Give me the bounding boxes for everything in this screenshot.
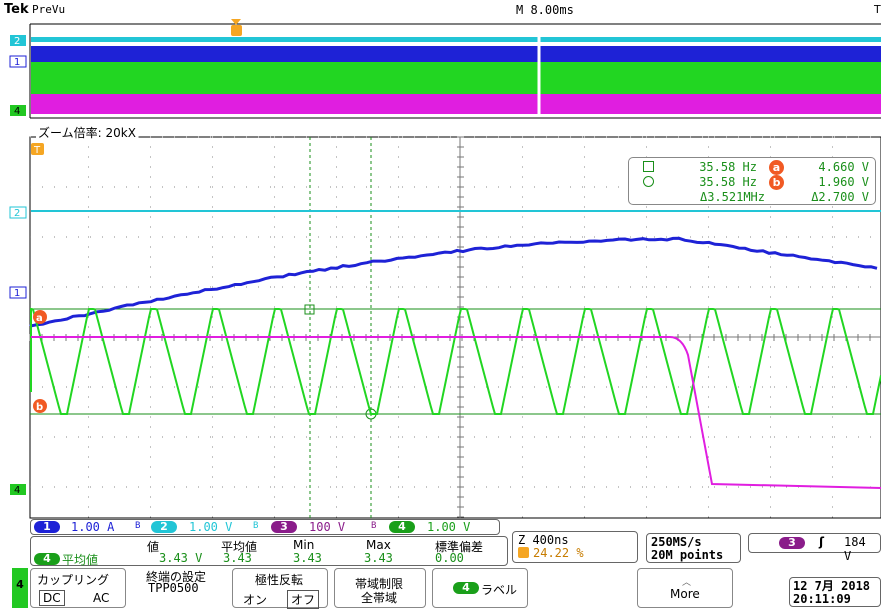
trigger-level: 184 V [844, 535, 880, 563]
cursor-readout: 35.58 Hz a 4.660 V 35.58 Hz b 1.960 V Δ3… [628, 157, 876, 205]
zoom-factor-label: ズーム倍率: 20kX [36, 124, 138, 141]
more-label: More [670, 587, 700, 601]
delta-voltage: Δ2.700 V [779, 190, 869, 204]
svg-text:a: a [36, 313, 43, 324]
ch2-badge[interactable]: 2 [151, 521, 177, 533]
ch3-bw-icon: B [371, 521, 376, 531]
termination-value: TPP0500 [148, 581, 199, 595]
acquisition-mode: PreVu [32, 3, 65, 16]
circle-cursor-icon [643, 176, 654, 187]
time: 20:11:09 [793, 593, 880, 606]
overview-ch3-trace [31, 94, 881, 114]
overview-record [30, 19, 881, 118]
svg-text:b: b [36, 402, 43, 413]
coupling-ac-option[interactable]: AC [93, 591, 109, 605]
ch4-offset-marker: 4 [10, 484, 26, 496]
meas-mean: 3.43 [223, 551, 252, 565]
waveform-display[interactable]: 2 1 4 2 1 4 T a b [0, 16, 881, 532]
invert-button[interactable]: 極性反転 オン オフ [232, 568, 328, 608]
label-button[interactable]: 4 ラベル [432, 568, 528, 608]
ch3-scale: 100 V [309, 520, 345, 534]
ch1-badge[interactable]: 1 [34, 521, 60, 533]
ch3-trace [31, 337, 881, 488]
overview-ch2-trace [31, 37, 881, 42]
svg-text:1: 1 [14, 57, 20, 68]
trigger-slope-icon: ʃ [819, 535, 824, 549]
bandwidth-button[interactable]: 帯域制限 全帯域 [334, 568, 426, 608]
ch3-badge[interactable]: 3 [271, 521, 297, 533]
cursor-readout-row-delta: Δ3.521MHz Δ2.700 V [629, 190, 875, 205]
cursor-b-badge: b [769, 175, 784, 190]
coupling-dc-option[interactable]: DC [39, 590, 65, 606]
trigger-source-badge: 3 [779, 537, 805, 549]
meas-header-max: Max [366, 538, 391, 552]
svg-text:2: 2 [14, 36, 20, 47]
meas-header-value: 値 [147, 538, 159, 555]
label-button-text: ラベル [481, 581, 517, 598]
channel-scale-readout[interactable]: 1 1.00 A B 2 1.00 V B 3 100 V B 4 1.00 V [30, 519, 500, 535]
trigger-position: 24.22 % [533, 546, 584, 560]
bottom-menu: 4 カップリング DC AC 終端の設定 TPP0500 極性反転 オン オフ … [0, 566, 881, 609]
date-time: 12 7月 2018 20:11:09 [789, 577, 881, 607]
invert-on-option[interactable]: オン [243, 591, 267, 608]
trigger-marker: T [31, 143, 44, 156]
ch2-scale: 1.00 V [189, 520, 232, 534]
trigger-readout[interactable]: 3 ʃ 184 V [748, 533, 881, 553]
ch4-offset-marker-overview: 4 [10, 105, 26, 117]
ch2-offset-marker: 2 [10, 207, 26, 219]
cursor-a-badge: a [769, 160, 784, 175]
ch2-offset-marker-overview: 2 [10, 35, 26, 47]
svg-text:2: 2 [14, 208, 20, 219]
cursor-b-voltage: 1.960 V [789, 175, 869, 189]
meas-std: 0.00 [435, 551, 464, 565]
ch1-scale: 1.00 A [71, 520, 114, 534]
meas-header-min: Min [293, 538, 314, 552]
square-cursor-icon [643, 161, 654, 172]
bandwidth-value: 全帯域 [361, 589, 397, 606]
timebase-readout: M 8.00ms [516, 3, 574, 17]
menu-channel-indicator: 4 [12, 568, 28, 608]
sample-rate-readout[interactable]: 250MS/s 20M points [646, 533, 741, 563]
ch4-badge[interactable]: 4 [389, 521, 415, 533]
measurement-panel[interactable]: 値 平均値 Min Max 標準偏差 4 平均値 3.43 V 3.43 3.4… [30, 536, 508, 566]
ch4-scale: 1.00 V [427, 520, 470, 534]
ch4-trace [31, 309, 881, 414]
cursor-a-marker: a [33, 310, 47, 324]
sample-rate: 250MS/s [651, 535, 702, 549]
svg-text:1: 1 [14, 288, 20, 299]
overview-ch1-trace [31, 46, 881, 62]
cursor-readout-row-a: 35.58 Hz a 4.660 V [629, 160, 875, 175]
meas-value: 3.43 V [159, 551, 202, 565]
invert-off-option[interactable]: オフ [287, 590, 319, 609]
meas-min: 3.43 [293, 551, 322, 565]
ch1-offset-marker: 1 [10, 287, 26, 299]
delta-frequency: Δ3.521MHz [669, 190, 765, 204]
timebase-trailing: T [874, 3, 881, 16]
label-channel-badge: 4 [453, 582, 479, 594]
svg-text:4: 4 [14, 106, 20, 117]
svg-text:T: T [33, 145, 41, 156]
ch1-offset-marker-overview: 1 [10, 56, 26, 68]
coupling-label: カップリング [37, 571, 109, 588]
more-button[interactable]: ︿ More [637, 568, 733, 608]
ch2-bw-icon: B [253, 521, 258, 531]
trigger-position-icon [518, 547, 529, 558]
cursor-a-voltage: 4.660 V [789, 160, 869, 174]
meas-max: 3.43 [364, 551, 393, 565]
brand-logo: Tek [4, 2, 29, 17]
zoom-scale-readout[interactable]: Z 400ns 24.22 % [512, 531, 638, 563]
svg-text:4: 4 [14, 485, 20, 496]
ch1-bw-icon: B [135, 521, 140, 531]
cursor-b-frequency: 35.58 Hz [677, 175, 757, 189]
coupling-button[interactable]: カップリング DC AC [30, 568, 126, 608]
cursor-readout-row-b: 35.58 Hz b 1.960 V [629, 175, 875, 190]
meas-source-badge: 4 [34, 553, 60, 565]
record-length: 20M points [651, 548, 723, 562]
cursor-a-frequency: 35.58 Hz [677, 160, 757, 174]
cursor-b-marker: b [33, 399, 47, 413]
termination-button[interactable]: 終端の設定 TPP0500 [130, 568, 227, 608]
zoom-scale: Z 400ns [518, 533, 569, 547]
overview-ch4-trace [31, 62, 881, 94]
invert-label: 極性反転 [255, 571, 303, 588]
